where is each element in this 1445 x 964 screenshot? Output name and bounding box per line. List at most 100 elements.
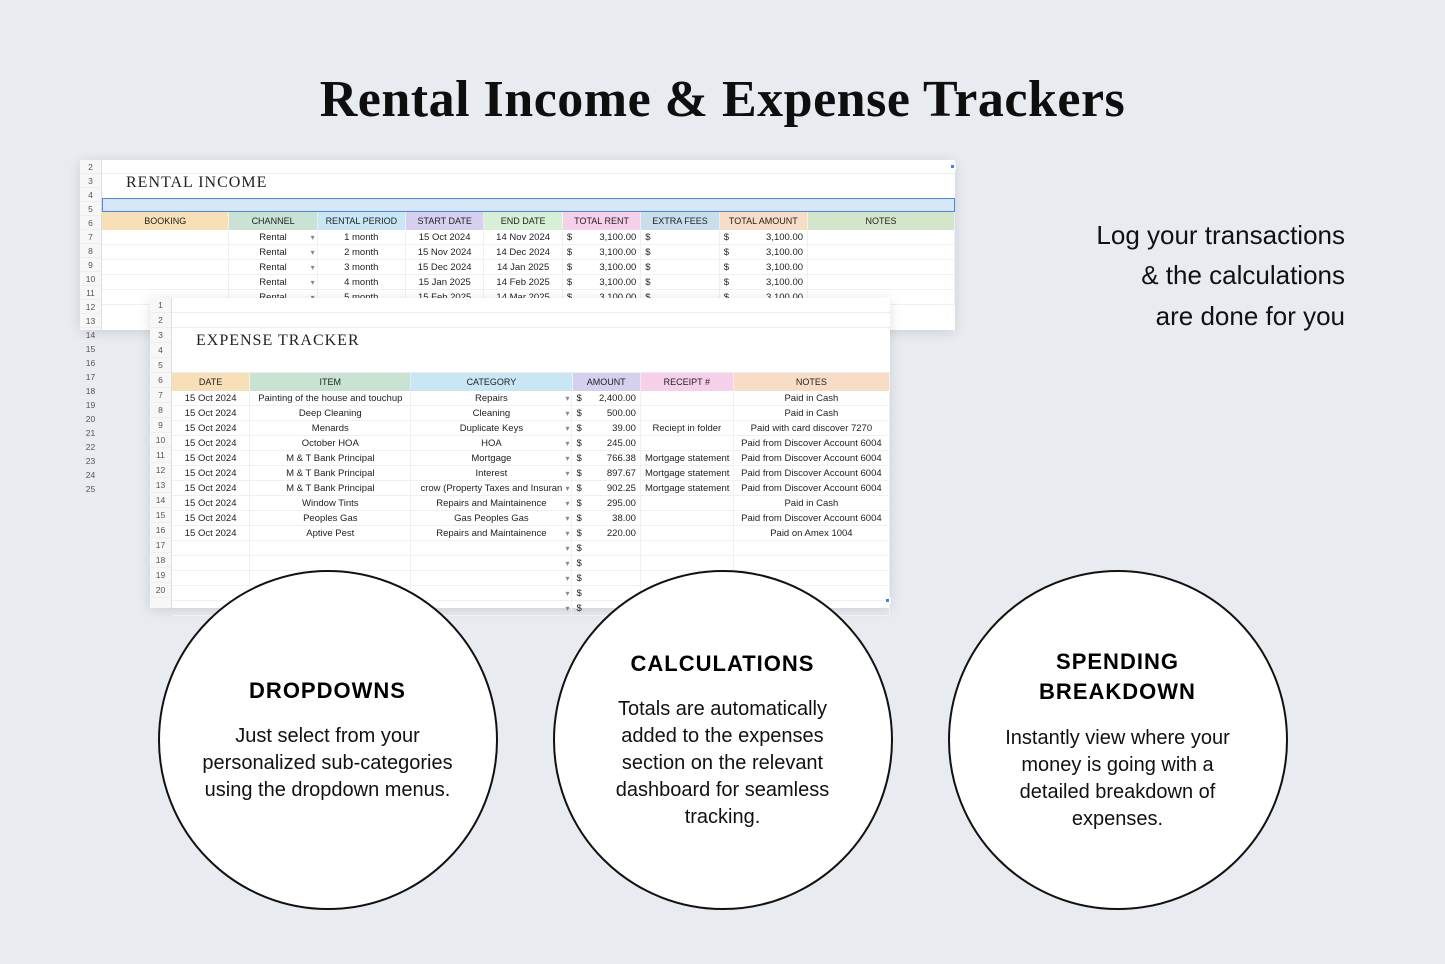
cell-channel[interactable]: Rental [229, 245, 317, 259]
cell-start[interactable]: 15 Dec 2024 [406, 260, 484, 274]
cell-end[interactable]: 14 Nov 2024 [484, 230, 562, 244]
cell-channel[interactable]: Rental [229, 260, 317, 274]
cell-amount[interactable]: $2,400.00 [572, 391, 640, 405]
cell-date[interactable]: 15 Oct 2024 [172, 436, 250, 450]
cell-receipt[interactable] [641, 406, 734, 420]
cell-rent[interactable]: $3,100.00 [563, 275, 641, 289]
cell-item[interactable]: October HOA [250, 436, 411, 450]
cell-notes[interactable]: Paid from Discover Account 6004 [734, 466, 890, 480]
cell-extra[interactable]: $ [641, 275, 719, 289]
table-row[interactable]: 15 Oct 2024M & T Bank PrincipalMortgage$… [172, 451, 890, 466]
cell-booking[interactable] [102, 230, 229, 244]
cell-end[interactable]: 14 Jan 2025 [484, 260, 562, 274]
cell-receipt[interactable] [641, 436, 734, 450]
table-row[interactable]: Rental4 month15 Jan 202514 Feb 2025$3,10… [102, 275, 955, 290]
cell-amount[interactable]: $245.00 [572, 436, 640, 450]
cell-date[interactable]: 15 Oct 2024 [172, 391, 250, 405]
cell-notes[interactable] [808, 230, 955, 244]
cell-item[interactable] [250, 556, 411, 570]
cell-receipt[interactable]: Mortgage statement [641, 466, 734, 480]
selection-handle-icon[interactable] [949, 163, 956, 170]
cell-category[interactable]: HOA [411, 436, 572, 450]
cell-period[interactable]: 2 month [318, 245, 406, 259]
cell-amount[interactable]: $500.00 [572, 406, 640, 420]
cell-item[interactable] [250, 541, 411, 555]
cell-item[interactable]: Menards [250, 421, 411, 435]
cell-extra[interactable]: $ [641, 245, 719, 259]
table-row[interactable]: 15 Oct 2024Painting of the house and tou… [172, 391, 890, 406]
cell-category[interactable]: Interest [411, 466, 572, 480]
cell-notes[interactable]: Paid on Amex 1004 [734, 526, 890, 540]
cell-notes[interactable]: Paid from Discover Account 6004 [734, 511, 890, 525]
cell-rent[interactable]: $3,100.00 [563, 230, 641, 244]
table-row[interactable]: $ [172, 556, 890, 571]
cell-notes[interactable] [808, 275, 955, 289]
cell-amount[interactable]: $38.00 [572, 511, 640, 525]
cell-date[interactable]: 15 Oct 2024 [172, 526, 250, 540]
cell-receipt[interactable] [641, 391, 734, 405]
table-row[interactable]: 15 Oct 2024MenardsDuplicate Keys$39.00Re… [172, 421, 890, 436]
cell-total[interactable]: $3,100.00 [720, 260, 808, 274]
table-row[interactable]: Rental3 month15 Dec 202414 Jan 2025$3,10… [102, 260, 955, 275]
table-row[interactable]: 15 Oct 2024Aptive PestRepairs and Mainta… [172, 526, 890, 541]
cell-channel[interactable]: Rental [229, 275, 317, 289]
cell-date[interactable]: 15 Oct 2024 [172, 451, 250, 465]
cell-notes[interactable]: Paid in Cash [734, 391, 890, 405]
cell-notes[interactable]: Paid in Cash [734, 496, 890, 510]
cell-receipt[interactable]: Mortgage statement [641, 481, 734, 495]
cell-notes[interactable]: Paid in Cash [734, 406, 890, 420]
cell-date[interactable]: 15 Oct 2024 [172, 511, 250, 525]
cell-category[interactable] [411, 541, 572, 555]
cell-receipt[interactable] [641, 556, 734, 570]
cell-receipt[interactable] [641, 511, 734, 525]
cell-total[interactable]: $3,100.00 [720, 230, 808, 244]
cell-item[interactable]: M & T Bank Principal [250, 451, 411, 465]
cell-total[interactable]: $3,100.00 [720, 245, 808, 259]
cell-amount[interactable]: $ [572, 556, 640, 570]
cell-item[interactable]: M & T Bank Principal [250, 466, 411, 480]
cell-amount[interactable]: $ [572, 541, 640, 555]
cell-end[interactable]: 14 Dec 2024 [484, 245, 562, 259]
table-row[interactable]: $ [172, 541, 890, 556]
cell-notes[interactable] [734, 541, 890, 555]
table-row[interactable]: 15 Oct 2024M & T Bank Principalcrow (Pro… [172, 481, 890, 496]
table-row[interactable]: Rental2 month15 Nov 202414 Dec 2024 $3,10… [102, 245, 955, 260]
cell-item[interactable]: Aptive Pest [250, 526, 411, 540]
cell-category[interactable]: Mortgage [411, 451, 572, 465]
cell-amount[interactable]: $220.00 [572, 526, 640, 540]
cell-category[interactable] [411, 556, 572, 570]
cell-receipt[interactable] [641, 541, 734, 555]
cell-notes[interactable]: Paid from Discover Account 6004 [734, 481, 890, 495]
cell-category[interactable]: Repairs and Maintainence [411, 526, 572, 540]
cell-date[interactable]: 15 Oct 2024 [172, 421, 250, 435]
cell-start[interactable]: 15 Jan 2025 [406, 275, 484, 289]
cell-amount[interactable]: $902.25 [572, 481, 640, 495]
cell-booking[interactable] [102, 275, 229, 289]
cell-receipt[interactable]: Mortgage statement [641, 451, 734, 465]
cell-notes[interactable]: Paid from Discover Account 6004 [734, 451, 890, 465]
table-row[interactable]: Rental1 month15 Oct 202414 Nov 2024$3,10… [102, 230, 955, 245]
cell-item[interactable]: Window Tints [250, 496, 411, 510]
cell-date[interactable]: 15 Oct 2024 [172, 406, 250, 420]
table-row[interactable]: 15 Oct 2024Window TintsRepairs and Maint… [172, 496, 890, 511]
cell-notes[interactable]: Paid from Discover Account 6004 [734, 436, 890, 450]
table-row[interactable]: 15 Oct 2024Peoples GasGas Peoples Gas$38… [172, 511, 890, 526]
cell-channel[interactable]: Rental [229, 230, 317, 244]
cell-extra[interactable]: $ [641, 230, 719, 244]
cell-receipt[interactable] [641, 526, 734, 540]
cell-item[interactable]: Deep Cleaning [250, 406, 411, 420]
cell-category[interactable]: crow (Property Taxes and Insuran [411, 481, 572, 495]
cell-category[interactable]: Repairs [411, 391, 572, 405]
cell-total[interactable]: $3,100.00 [720, 275, 808, 289]
cell-notes[interactable] [808, 260, 955, 274]
cell-notes[interactable] [808, 245, 955, 259]
cell-extra[interactable]: $ [641, 260, 719, 274]
cell-amount[interactable]: $766.38 [572, 451, 640, 465]
cell-start[interactable]: 15 Nov 2024 [406, 245, 484, 259]
cell-amount[interactable]: $39.00 [572, 421, 640, 435]
cell-period[interactable]: 1 month [318, 230, 406, 244]
cell-receipt[interactable] [641, 496, 734, 510]
cell-notes[interactable] [734, 556, 890, 570]
table-row[interactable]: 15 Oct 2024October HOAHOA$245.00 Paid fro… [172, 436, 890, 451]
cell-end[interactable]: 14 Feb 2025 [484, 275, 562, 289]
